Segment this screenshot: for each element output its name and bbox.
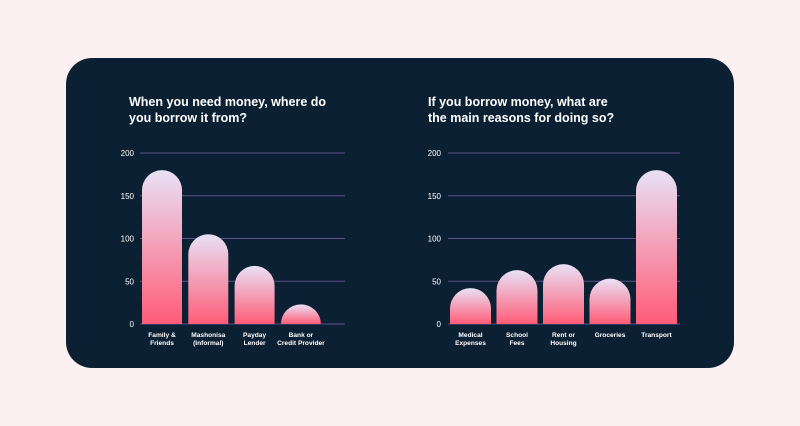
category-label: Bank or Credit Provider bbox=[277, 332, 325, 347]
category-label: Family & Friends bbox=[148, 332, 176, 347]
y-tick-label: 200 bbox=[428, 149, 442, 158]
y-tick-label: 100 bbox=[428, 235, 442, 244]
bar bbox=[543, 264, 584, 324]
chart-title: If you borrow money, what are the main r… bbox=[428, 95, 615, 125]
y-tick-label: 100 bbox=[121, 235, 135, 244]
category-label: Payday Lender bbox=[243, 332, 266, 347]
category-label: School Fees bbox=[506, 332, 528, 347]
y-tick-label: 200 bbox=[121, 149, 135, 158]
borrow-reasons-panel: If you borrow money, what are the main r… bbox=[366, 58, 734, 368]
category-label: Groceries bbox=[595, 332, 626, 339]
category-label: Rent or Housing bbox=[550, 332, 576, 347]
y-tick-label: 0 bbox=[130, 320, 135, 329]
bar bbox=[280, 304, 321, 324]
borrow-source-chart: 0 50 100 150 200 Family & Friends Mashonisa (Inf… bbox=[121, 149, 345, 347]
y-tick-label: 150 bbox=[428, 192, 442, 201]
chart-title: When you need money, where do you borrow… bbox=[129, 95, 327, 125]
bar bbox=[234, 265, 275, 324]
y-tick-label: 50 bbox=[125, 277, 134, 286]
y-tick-label: 0 bbox=[437, 320, 442, 329]
borrow-source-panel: When you need money, where do you borrow… bbox=[66, 58, 366, 368]
dashboard-card: When you need money, where do you borrow… bbox=[66, 58, 734, 368]
bar bbox=[188, 234, 229, 324]
bar bbox=[589, 278, 631, 324]
bar bbox=[496, 270, 538, 324]
y-tick-label: 150 bbox=[121, 192, 135, 201]
bar bbox=[450, 288, 491, 324]
bar bbox=[142, 170, 182, 324]
bar bbox=[636, 170, 677, 324]
category-label: Mashonisa (Informal) bbox=[191, 332, 225, 347]
category-label: Medical Expenses bbox=[455, 332, 486, 347]
category-label: Transport bbox=[641, 332, 672, 339]
y-tick-label: 50 bbox=[432, 277, 441, 286]
borrow-reasons-chart: 0 50 100 150 200 Medical Expenses School Fees Ren… bbox=[428, 149, 680, 347]
